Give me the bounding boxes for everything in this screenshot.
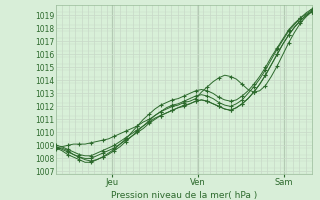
X-axis label: Pression niveau de la mer( hPa ): Pression niveau de la mer( hPa ) xyxy=(111,191,257,200)
